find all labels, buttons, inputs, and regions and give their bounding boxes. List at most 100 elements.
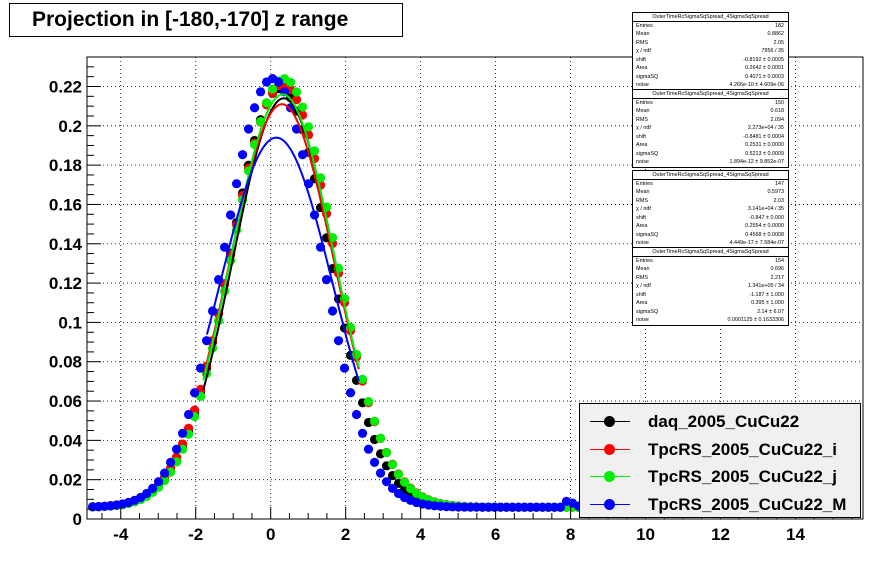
data-point — [393, 469, 404, 479]
stats-key: RMS — [636, 197, 648, 204]
data-point — [243, 124, 254, 134]
data-point — [339, 363, 350, 373]
data-point — [351, 409, 362, 420]
stats-title: OuterTimeRcSigmaSqSpread_4SigmaSqSpread — [633, 90, 788, 99]
legend-entry: TpcRS_2005_CuCu22_i — [580, 436, 860, 464]
data-point — [261, 98, 272, 108]
data-point — [369, 457, 380, 467]
stats-key: χ / ndf — [636, 206, 651, 213]
stats-value: 0.2554 ± 0.0000 — [745, 223, 784, 230]
y-tick-label: 0.22 — [49, 77, 82, 96]
data-point — [189, 388, 200, 398]
data-point — [148, 483, 158, 493]
data-series — [88, 74, 620, 514]
data-point — [321, 274, 332, 285]
data-point — [249, 103, 260, 113]
data-point — [273, 77, 284, 87]
legend-dot-marker — [604, 416, 615, 427]
x-tick-label: 8 — [566, 525, 575, 544]
stats-value: 0.696 — [770, 266, 785, 273]
x-tick-label: 12 — [711, 525, 730, 544]
stats-key: Area — [636, 223, 648, 230]
legend-label: daq_2005_CuCu22 — [648, 412, 800, 431]
stats-key: noise — [636, 317, 649, 324]
x-tick-label: 2 — [341, 525, 350, 544]
stats-value: 147 — [775, 181, 784, 187]
stats-value: 0.4568 ± 0.0008 — [745, 231, 784, 238]
stats-key: χ / ndf — [636, 125, 651, 132]
stats-key: Area — [636, 142, 648, 149]
data-point — [369, 416, 380, 426]
stats-row: Mean 0.618 — [633, 107, 788, 115]
data-point — [166, 457, 176, 467]
stats-key: Mean — [636, 31, 650, 38]
stats-row: Mean 0.696 — [633, 265, 788, 273]
stats-key: shift — [636, 56, 646, 63]
data-point — [160, 468, 170, 478]
stats-row: shift -0.8192 ± 0.0005 — [633, 56, 788, 64]
data-point — [357, 374, 368, 384]
stats-key: Entries — [636, 100, 653, 106]
data-point — [387, 459, 398, 470]
data-point — [297, 150, 308, 160]
data-point — [267, 84, 278, 94]
data-point — [154, 477, 164, 487]
stats-row: χ / ndf 2.273e+04 / 35 — [633, 124, 788, 132]
legend: daq_2005_CuCu22 TpcRS_2005_CuCu22_i TpcRS_… — [579, 403, 861, 518]
stats-value: 4.266e-10 ± 4.609e-06 — [729, 82, 784, 89]
series-TpcRS_2005_CuCu22_j — [88, 74, 620, 512]
stats-key: RMS — [636, 39, 648, 46]
stats-value: 2.05 — [773, 39, 785, 46]
x-tick-label: -2 — [188, 525, 203, 544]
stats-title: OuterTimeRcSigmaSqSpread_4SigmaSqSpread — [633, 171, 788, 180]
stats-key: shift — [636, 214, 646, 221]
x-tick-label: 4 — [416, 525, 426, 544]
stats-key: RMS — [636, 116, 648, 123]
data-point — [195, 363, 206, 373]
stats-title: OuterTimeRcSigmaSqSpread_4SigmaSqSpread — [633, 13, 788, 22]
stats-row: RMS 2.094 — [633, 116, 788, 124]
stats-key: shift — [636, 133, 646, 140]
stats-key: Entries — [636, 258, 653, 264]
stats-row: noise 4.449e-17 ± 7.584e-07 — [633, 239, 788, 247]
stats-key: χ / ndf — [636, 48, 651, 55]
stats-key: Mean — [636, 189, 650, 196]
stats-row: noise 0.0001125 ± 0.1633306 — [633, 316, 788, 324]
tick-labels: -4 -2 0 2 4 6 8 10 12 14 0 0.02 0.04 0.06 0.08 0.1 0.12 0… — [49, 77, 806, 544]
stats-value: -1.187 ± 1.000 — [749, 291, 784, 298]
y-tick-label: 0.06 — [49, 392, 82, 411]
stats-value: -0.8481 ± 0.0004 — [743, 133, 784, 140]
fit-curve-TpcRS_2005_CuCu22_M — [205, 136, 360, 382]
stats-key: Mean — [636, 108, 650, 115]
data-point — [172, 444, 182, 454]
stats-box: OuterTimeRcSigmaSqSpread_4SigmaSqSpread E… — [632, 170, 789, 249]
data-point — [399, 477, 410, 487]
stats-row: Entries 150 — [633, 99, 788, 107]
stats-row: sigmaSQ 0.5213 ± 0.0009 — [633, 150, 788, 158]
data-point — [555, 502, 566, 512]
stats-row: RMS 2.03 — [633, 197, 788, 205]
data-point — [201, 336, 212, 346]
data-point — [237, 150, 248, 160]
stats-value: 0.2531 ± 0.0000 — [745, 142, 784, 149]
y-tick-label: 0.02 — [49, 471, 82, 490]
stats-row: shift -1.187 ± 1.000 — [633, 291, 788, 299]
y-tick-label: 0.16 — [49, 195, 82, 214]
stats-value: 154 — [775, 258, 784, 264]
stats-key: RMS — [636, 274, 648, 281]
legend-entry: TpcRS_2005_CuCu22_j — [580, 463, 860, 491]
stats-row: sigmaSQ 0.4568 ± 0.0008 — [633, 231, 788, 239]
x-tick-label: 10 — [636, 525, 655, 544]
stats-row: noise 4.266e-10 ± 4.609e-06 — [633, 81, 788, 89]
stats-value: 0.2642 ± 0.0001 — [745, 65, 784, 72]
stats-key: sigmaSQ — [636, 308, 659, 315]
stats-key: Area — [636, 65, 648, 72]
stats-value: 1.341e+05 / 34 — [747, 283, 784, 290]
y-tick-label: 0 — [73, 510, 82, 529]
stats-key: χ / ndf — [636, 283, 651, 290]
series-daq_2005_CuCu22 — [88, 84, 620, 512]
stats-value: 2.273e+04 / 35 — [747, 125, 784, 132]
stats-value: -0.847 ± 0.000 — [749, 214, 784, 221]
stats-value: 0.618 — [770, 108, 785, 115]
stats-value: 2.217 — [770, 274, 785, 281]
